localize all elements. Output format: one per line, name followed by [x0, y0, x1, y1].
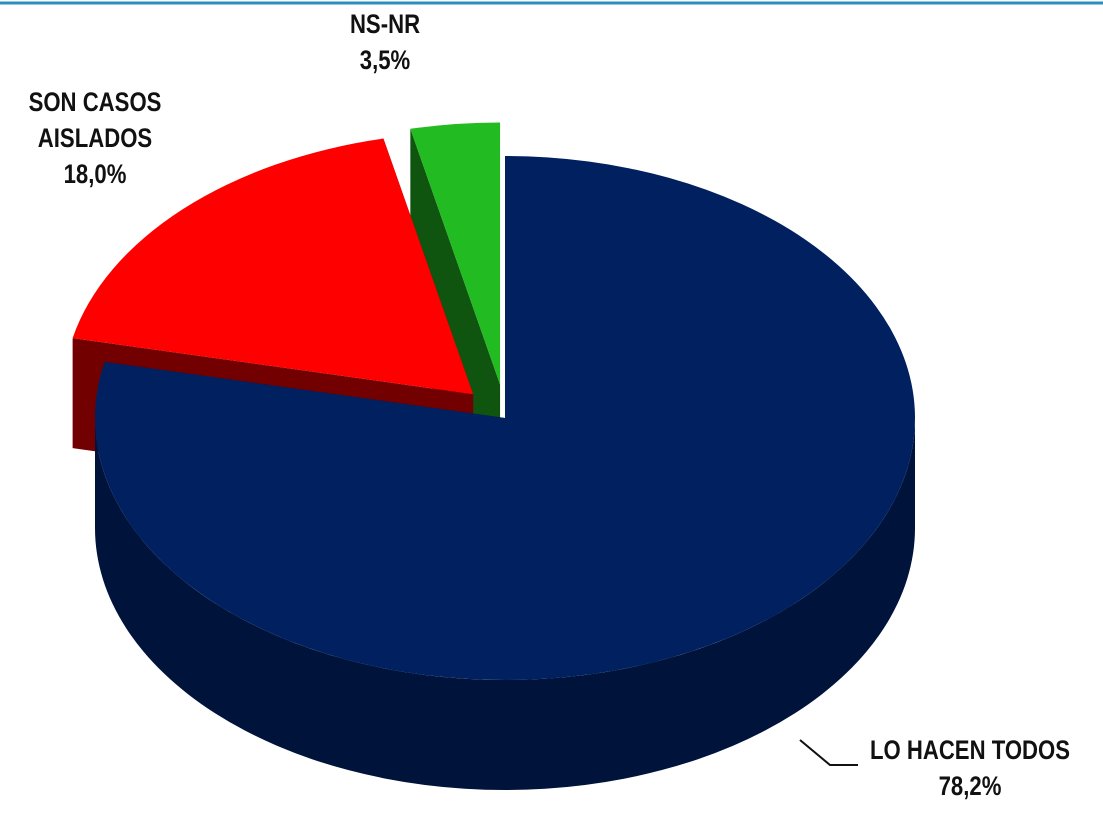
category-label: NS-NR	[349, 9, 421, 39]
category-label: SON CASOS AISLADOS	[28, 87, 162, 153]
slice-label: SON CASOS AISLADOS 18,0%	[17, 84, 173, 192]
slice-label: LO HACEN TODOS 78,2%	[863, 732, 1076, 804]
slice	[72, 138, 474, 395]
value-label: 78,2%	[938, 771, 1002, 801]
slice-wall	[410, 128, 501, 495]
category-label: LO HACEN TODOS	[869, 735, 1071, 765]
leader-line	[799, 739, 858, 766]
slice-side	[95, 418, 915, 790]
value-label: 3,5%	[359, 45, 411, 75]
pie	[72, 122, 916, 790]
slice	[410, 122, 501, 385]
value-label: 18,0%	[63, 159, 127, 189]
slice	[95, 156, 916, 681]
slice-label: NS-NR 3,5%	[332, 6, 439, 78]
